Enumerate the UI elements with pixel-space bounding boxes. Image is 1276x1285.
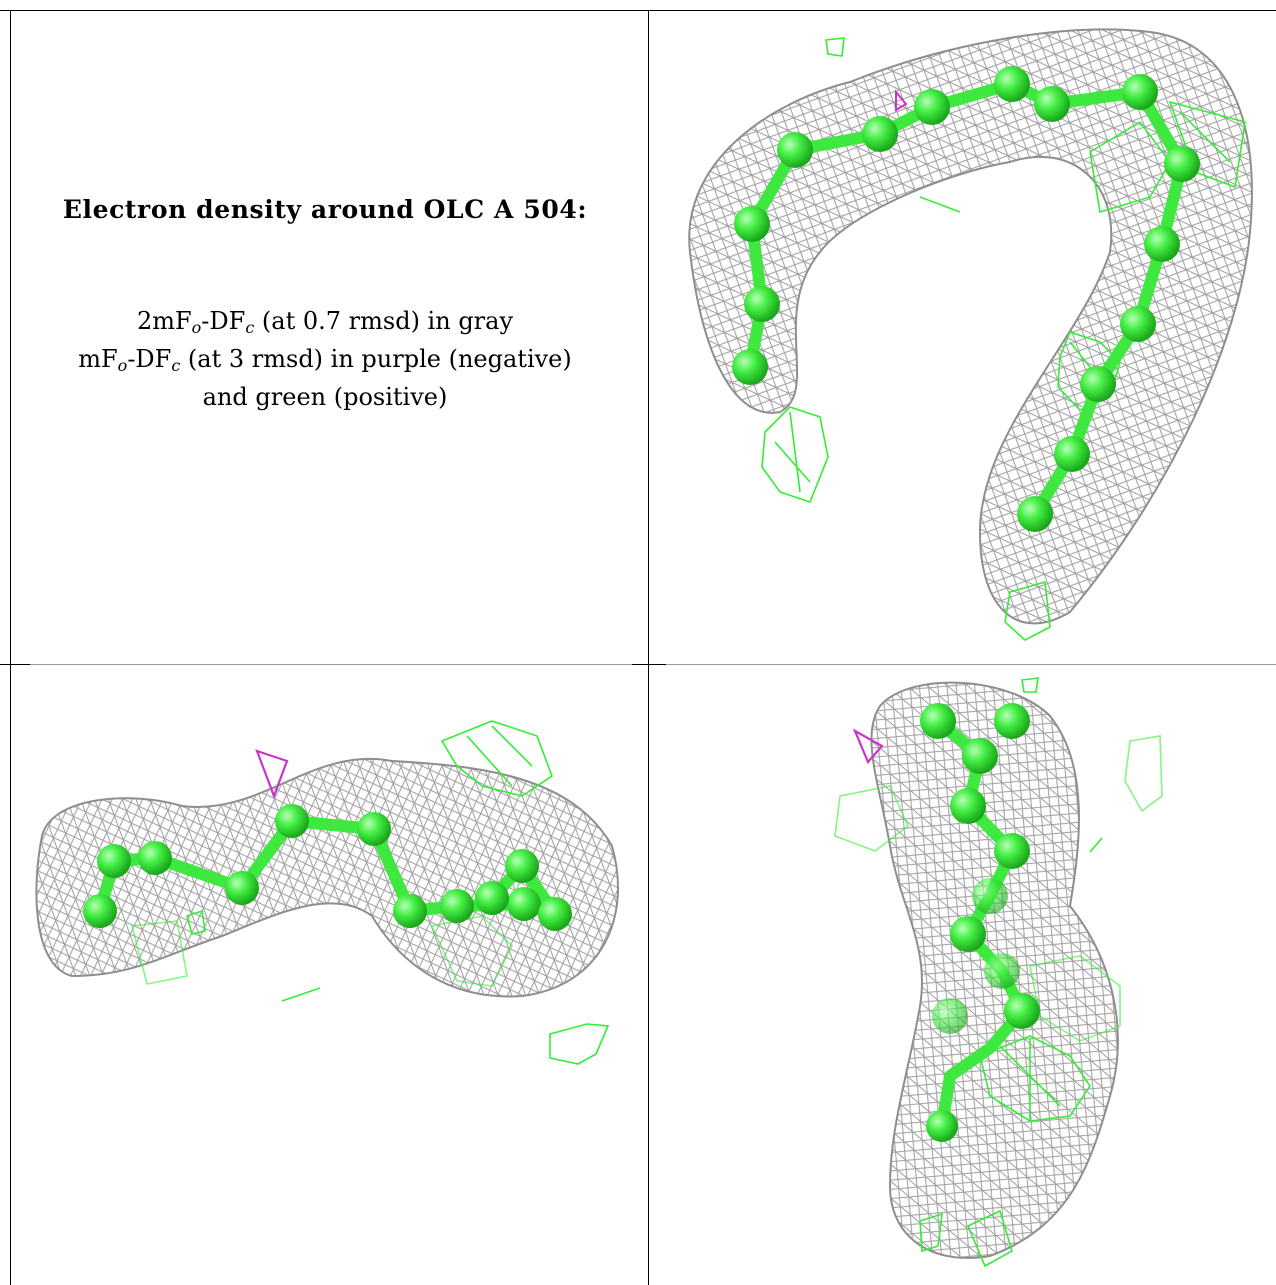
figure-legend: 2mFo-DFc (at 0.7 rmsd) in gray mFo-DFc (… (10, 302, 640, 416)
grid-divider-tick-mid (632, 664, 666, 665)
legend-line-green: and green (positive) (202, 383, 448, 411)
legend-line-2mfo: 2mFo-DFc (at 0.7 rmsd) in gray (136, 307, 514, 337)
positive-density (834, 677, 1163, 1268)
ligand-atoms (732, 66, 1200, 532)
ligand-atoms (83, 804, 572, 931)
positive-density (130, 720, 610, 1065)
density-image-bottom-right (834, 677, 1163, 1268)
negative-density (852, 728, 884, 765)
grid-border-left (10, 10, 11, 1285)
grid-divider-tick-left (0, 664, 30, 665)
negative-density (255, 749, 289, 800)
density-image-bottom-left (35, 720, 619, 1065)
density-view-bottom-left (12, 666, 646, 1285)
mesh-2fofc (35, 758, 619, 998)
grid-divider-vertical (648, 10, 649, 1285)
caption-cell: Electron density around OLC A 504: 2mFo-… (10, 195, 640, 416)
density-image-top-right (688, 28, 1253, 641)
grid-border-top (0, 10, 1276, 11)
legend-line-mfo: mFo-DFc (at 3 rmsd) in purple (negative) (78, 345, 572, 375)
negative-density (895, 89, 908, 112)
figure-title: Electron density around OLC A 504: (62, 195, 588, 224)
density-view-bottom-right (650, 666, 1276, 1285)
mesh-2fofc (688, 28, 1253, 625)
density-view-top-right (650, 12, 1276, 662)
ligand-atoms (920, 703, 1040, 1142)
